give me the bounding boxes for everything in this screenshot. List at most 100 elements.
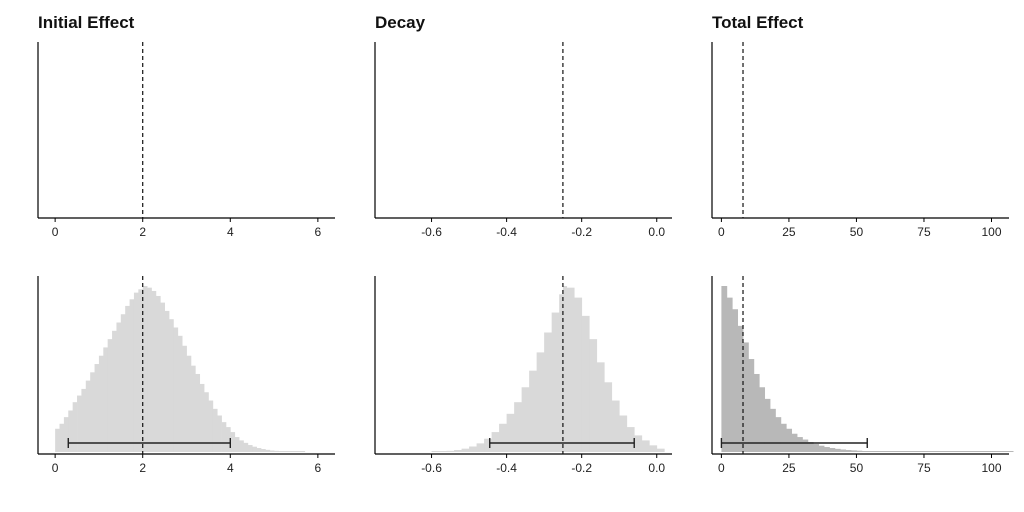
initial-effect-x-tick-label: 6 (315, 225, 322, 239)
total-effect-histogram-bar (797, 437, 803, 452)
initial-effect-histogram-bar (234, 437, 240, 452)
panel-title-initial-effect: Initial Effect (38, 13, 135, 32)
decay-histogram-bar (514, 402, 523, 452)
decay-histogram-bar (431, 451, 440, 452)
initial-effect-histogram-bar (177, 335, 183, 452)
total-effect-x-tick-label: 25 (782, 461, 796, 475)
initial-effect-x-tick-label: 0 (52, 461, 59, 475)
decay-histogram-bar (574, 297, 583, 452)
initial-effect-histogram-bar (103, 347, 109, 452)
decay-histogram-bar (619, 415, 628, 452)
initial-effect-histogram-bar (282, 451, 288, 452)
initial-effect-histogram-bar (230, 432, 236, 452)
initial-effect-histogram-bar (164, 310, 170, 452)
initial-effect-x-tick-label: 4 (227, 225, 234, 239)
initial-effect-histogram-bar (94, 364, 100, 452)
total-effect-histogram-bar (883, 451, 901, 452)
initial-effect-histogram-bar (173, 327, 179, 452)
total-effect-x-tick-label: 100 (981, 225, 1001, 239)
panel-title-total-effect: Total Effect (712, 13, 804, 32)
total-effect-histogram-bar (775, 417, 782, 452)
total-effect-histogram-bar (840, 449, 847, 452)
total-effect-histogram-bar (721, 286, 728, 452)
total-effect-histogram-bar (743, 342, 749, 452)
total-effect-histogram-bar (915, 451, 933, 452)
total-effect-histogram-bar (932, 451, 949, 452)
total-effect-x-tick-label: 0 (718, 225, 725, 239)
initial-effect-histogram-bar (160, 302, 166, 452)
initial-effect-histogram-bar (182, 345, 187, 452)
decay-histogram-bar (499, 423, 508, 452)
panel-title-decay: Decay (375, 13, 426, 32)
initial-effect-histogram-bar (265, 449, 271, 452)
total-effect-x-tick-label: 50 (850, 461, 864, 475)
decay-histogram-bar (469, 446, 477, 452)
decay-histogram-bar (491, 432, 500, 452)
initial-effect-histogram-bar (195, 373, 201, 452)
decay-histogram-bar (529, 370, 538, 452)
total-effect-histogram-bar (824, 447, 830, 452)
decay-histogram-bar (604, 382, 613, 452)
total-effect-histogram-bar (899, 451, 917, 452)
initial-effect-histogram-bar (221, 422, 227, 452)
total-effect-x-tick-label: 25 (782, 225, 796, 239)
total-effect-histogram-bar (834, 448, 841, 452)
total-effect-top-panel: 0 25 50 75 100 (711, 42, 1009, 239)
decay-histogram-bar (581, 315, 590, 452)
decay-histogram-bar (439, 451, 447, 452)
decay-x-tick-label: 0.0 (648, 461, 665, 475)
initial-effect-histogram-bar (90, 372, 95, 452)
total-effect-histogram-bar (867, 451, 884, 452)
total-effect-histogram-bar (726, 297, 733, 452)
total-effect-histogram-bar (737, 325, 744, 452)
initial-effect-histogram-bar (155, 295, 161, 452)
initial-effect-histogram-bar (212, 408, 218, 452)
initial-effect-x-tick-label: 6 (315, 461, 322, 475)
initial-effect-histogram-bar (199, 383, 205, 452)
total-effect-histogram-bar (845, 450, 852, 452)
decay-histogram-bar (626, 427, 635, 452)
decay-x-tick-label: -0.2 (571, 461, 592, 475)
total-effect-histogram-bar (980, 451, 998, 452)
decay-x-tick-label: -0.6 (421, 461, 442, 475)
total-effect-histogram-bar (996, 451, 1014, 452)
initial-effect-top-panel: 0 2 4 6 (37, 42, 335, 239)
total-effect-histogram-bar (748, 359, 755, 452)
initial-effect-histogram-bar (85, 380, 91, 452)
total-effect-histogram-bar (964, 451, 982, 452)
decay-histogram-bar (589, 339, 598, 452)
decay-histogram-bar (634, 435, 643, 452)
initial-effect-histogram-bar (168, 319, 174, 452)
decay-histogram-bar (566, 287, 575, 452)
initial-effect-histogram-bar (239, 440, 244, 452)
initial-effect-histogram-bar (295, 451, 301, 452)
initial-effect-histogram-bar (204, 392, 209, 452)
total-effect-x-tick-label: 100 (981, 461, 1001, 475)
initial-effect-bottom-panel: 0 2 4 6 (37, 276, 335, 475)
initial-effect-histogram-bar (129, 299, 135, 452)
total-effect-histogram-bar (764, 398, 771, 452)
total-effect-histogram-bar (813, 444, 820, 452)
total-effect-histogram-bar (770, 408, 776, 452)
decay-x-tick-label: -0.4 (496, 461, 517, 475)
initial-effect-x-tick-label: 0 (52, 225, 59, 239)
initial-effect-histogram-bar (77, 395, 82, 452)
total-effect-bottom-panel: 0 25 50 75 100 (711, 276, 1014, 475)
total-effect-histogram-bar (780, 423, 787, 452)
decay-bottom-panel: -0.6 -0.4 -0.2 0.0 (374, 276, 672, 475)
decay-histogram-bar (484, 438, 492, 452)
initial-effect-histogram-bar (72, 402, 78, 452)
initial-effect-histogram-bar (142, 286, 148, 452)
decay-x-tick-label: 0.0 (648, 225, 665, 239)
decay-histogram-bar (656, 448, 665, 452)
decay-histogram-bar (446, 450, 455, 452)
initial-effect-histogram-bar (260, 449, 266, 452)
initial-effect-histogram-bar (247, 445, 253, 452)
initial-effect-histogram-bar (59, 423, 65, 452)
plots: 0 2 4 6 0 2 4 6 -0.6 -0.4 -0.2 0.0 -0.6 -0.4 -0.2 0.0 0 2… (37, 42, 1014, 475)
decay-histogram-bar (544, 332, 553, 452)
initial-effect-histogram-bar (147, 287, 152, 452)
initial-effect-histogram-bar (274, 450, 279, 452)
initial-effect-histogram-bar (63, 417, 69, 452)
